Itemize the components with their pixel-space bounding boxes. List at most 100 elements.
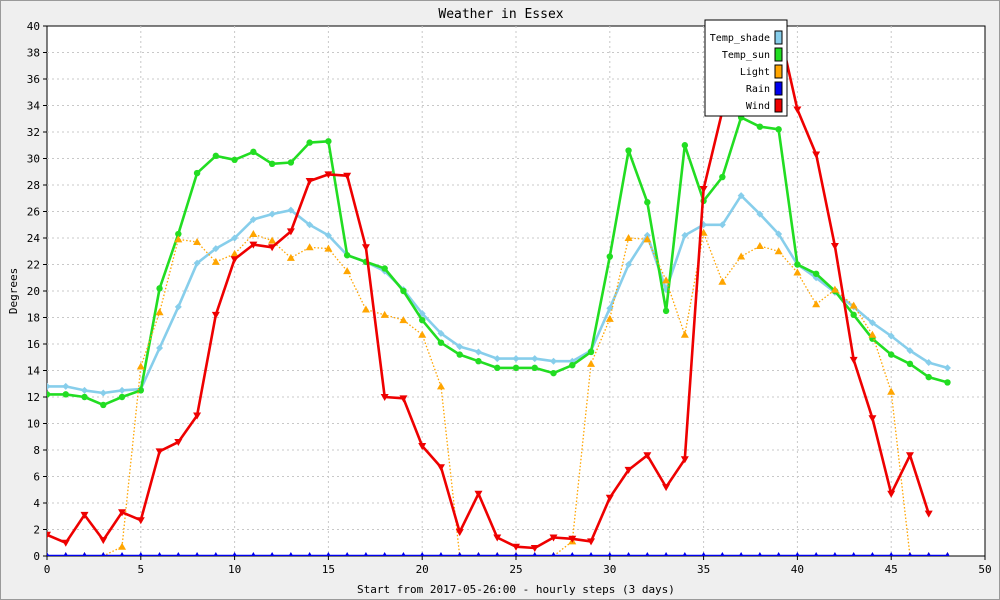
data-point-temp-sun (175, 230, 182, 238)
data-point-temp-shade (324, 231, 332, 239)
data-point-wind (286, 228, 295, 236)
grid-lines (47, 26, 985, 556)
data-point-wind (905, 452, 914, 460)
data-point-wind (436, 464, 445, 472)
series-rain (47, 552, 950, 556)
data-point-rain (269, 552, 275, 556)
x-tick-label: 10 (228, 563, 241, 576)
data-point-temp-sun (306, 139, 313, 146)
data-point-temp-shade (493, 355, 501, 363)
data-point-temp-shade (174, 303, 182, 311)
data-point-wind (643, 452, 652, 460)
data-point-temp-sun (888, 351, 895, 358)
data-point-temp-sun (812, 270, 820, 277)
data-point-temp-shade (118, 386, 126, 394)
data-point-wind (624, 466, 633, 474)
data-point-temp-sun (81, 393, 88, 401)
y-tick-label: 16 (27, 338, 40, 351)
data-point-temp-shade (156, 344, 164, 352)
data-point-temp-sun (756, 123, 764, 130)
data-point-temp-shade (512, 355, 520, 363)
legend-swatch-temp-shade (774, 30, 783, 45)
data-point-light (174, 235, 183, 243)
data-point-temp-sun (925, 373, 932, 381)
data-point-temp-shade (193, 259, 201, 267)
data-point-light (286, 253, 295, 261)
data-point-rain (82, 552, 87, 556)
legend-label-temp-shade: Temp_shade (710, 33, 770, 44)
data-point-temp-sun (118, 393, 126, 401)
y-tick-label: 40 (27, 20, 40, 33)
data-point-rain (926, 552, 932, 556)
y-tick-label: 12 (27, 391, 40, 404)
data-point-temp-shade (212, 245, 220, 253)
data-point-wind (530, 545, 539, 553)
data-point-light (849, 301, 858, 309)
x-axis-title: Start from 2017-05-26:00 - hourly steps … (357, 583, 675, 596)
x-tick-label: 25 (509, 563, 522, 576)
data-point-light (343, 267, 352, 275)
data-point-rain (382, 552, 387, 556)
data-point-rain (363, 552, 369, 556)
data-point-temp-sun (212, 152, 220, 160)
data-point-wind (249, 241, 258, 249)
y-tick-label: 26 (27, 206, 40, 219)
data-point-wind (699, 185, 708, 193)
data-point-temp-shade (62, 382, 70, 390)
data-point-wind (47, 531, 51, 539)
data-point-light (324, 244, 333, 252)
data-point-wind (849, 356, 858, 364)
data-point-wind (361, 244, 370, 252)
series-temp-sun (47, 114, 951, 409)
data-point-temp-sun (587, 348, 595, 356)
legend-label-light: Light (740, 67, 770, 78)
x-tick-label: 30 (603, 563, 616, 576)
data-point-temp-shade (47, 382, 51, 390)
legend-swatch-light (774, 64, 783, 79)
data-point-temp-shade (474, 348, 482, 356)
data-point-rain (907, 552, 913, 556)
data-point-wind (80, 511, 89, 519)
data-point-rain (776, 552, 781, 556)
data-point-light (830, 285, 839, 293)
data-point-temp-shade (456, 343, 464, 351)
data-point-rain (588, 552, 594, 556)
x-tick-label: 35 (697, 563, 710, 576)
data-point-wind (830, 242, 839, 250)
data-point-temp-shade (287, 206, 295, 214)
data-point-light (680, 330, 689, 338)
y-tick-label: 34 (27, 100, 41, 113)
data-point-temp-sun (794, 261, 801, 268)
data-point-temp-shade (550, 357, 558, 365)
data-point-rain (738, 552, 744, 556)
data-point-wind (174, 439, 183, 447)
data-point-temp-shade (681, 231, 689, 239)
data-point-light (774, 247, 783, 255)
y-tick-label: 30 (27, 153, 40, 166)
data-point-rain (569, 552, 575, 556)
data-point-temp-sun (512, 364, 520, 372)
data-point-light (211, 257, 220, 265)
data-point-wind (812, 151, 821, 159)
data-point-wind (399, 395, 408, 403)
data-point-rain (663, 552, 669, 556)
data-point-wind (305, 178, 314, 186)
data-point-temp-sun (381, 265, 388, 272)
legend-label-temp-sun: Temp_sun (722, 50, 770, 61)
data-point-rain (288, 552, 294, 556)
data-point-wind (887, 490, 896, 498)
data-point-rain (720, 552, 725, 556)
data-point-wind (868, 415, 877, 423)
data-point-wind (680, 456, 689, 464)
data-point-temp-sun (944, 379, 951, 386)
data-point-light (230, 249, 239, 257)
data-point-rain (551, 552, 556, 556)
data-point-light (118, 542, 127, 550)
data-point-temp-sun (644, 199, 651, 206)
data-point-rain (213, 552, 219, 556)
data-point-temp-sun (531, 364, 538, 372)
data-point-rain (682, 552, 688, 556)
data-point-wind (568, 535, 577, 543)
